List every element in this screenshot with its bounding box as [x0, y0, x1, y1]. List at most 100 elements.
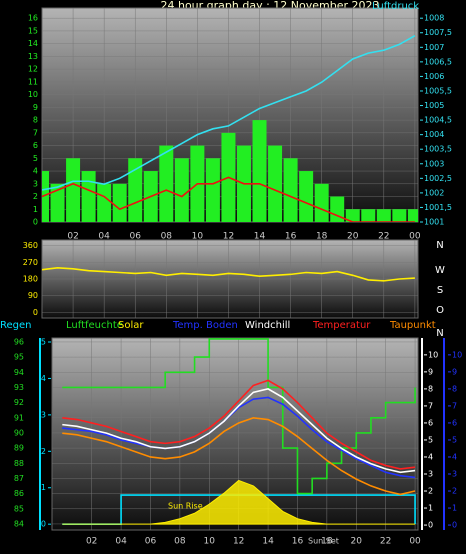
y-tick-label: 1001 — [424, 218, 444, 227]
plot-area — [62, 338, 416, 525]
y-tick-label: 8 — [452, 384, 457, 393]
y-tick-label: 88 — [14, 459, 24, 468]
x-tick-label: 18 — [321, 537, 333, 547]
bar — [345, 209, 360, 222]
bar — [407, 209, 418, 222]
y-tick-label: 5 — [33, 154, 38, 163]
y-tick-label: 16 — [28, 14, 38, 23]
y-tick-label: 1006 — [424, 72, 444, 81]
y-tick-label: 0 — [33, 308, 38, 317]
bar — [299, 171, 314, 222]
x-tick-label: 06 — [129, 232, 141, 242]
compass-label: O — [436, 305, 444, 316]
legend-entry: Luftfeuchte — [66, 320, 123, 331]
x-tick-label: 22 — [378, 232, 389, 242]
y-tick-label: 90 — [14, 428, 24, 437]
y-tick-label: 86 — [14, 489, 24, 498]
y-tick-label: 1 — [41, 483, 46, 492]
y-tick-label: 4 — [428, 452, 433, 461]
x-tick-label: 08 — [174, 537, 186, 547]
legend-entry: Solar — [118, 320, 144, 331]
bar — [205, 158, 220, 222]
x-tick-label: 02 — [67, 232, 78, 242]
y-tick-label: 15 — [28, 26, 38, 35]
x-tick-label: 04 — [115, 537, 127, 547]
x-tick-label: 00 — [409, 537, 421, 547]
y-tick-label: 5 — [452, 435, 457, 444]
x-tick-label: 16 — [285, 232, 297, 242]
line — [42, 267, 415, 282]
y-tick-label: 1004,5 — [424, 116, 452, 125]
y-tick-label: 1003,5 — [424, 145, 452, 154]
bar — [252, 120, 267, 222]
bar — [112, 183, 127, 222]
x-tick-label: 08 — [161, 232, 173, 242]
y-tick-label: 6 — [452, 418, 457, 427]
legend-entry: Luftdruck — [372, 1, 419, 12]
legend-entry: Regen — [0, 320, 32, 331]
x-tick-label: 04 — [98, 232, 110, 242]
x-tick-label: 06 — [145, 537, 157, 547]
y-tick-label: 87 — [14, 474, 24, 483]
y-tick-label: 96 — [14, 337, 24, 346]
bar — [128, 158, 143, 222]
y-tick-label: 0 — [428, 521, 433, 530]
y-tick-label: 1 — [428, 504, 433, 513]
y-tick-label: 3 — [41, 410, 46, 419]
y-tick-label: 1 — [452, 504, 457, 513]
x-tick-label: 02 — [86, 537, 97, 547]
line — [62, 388, 416, 474]
bar — [50, 183, 65, 222]
line — [62, 417, 416, 496]
x-tick-label: 20 — [347, 232, 359, 242]
y-tick-label: 6 — [33, 141, 38, 150]
bar — [159, 145, 174, 222]
y-tick-label: 10 — [452, 350, 462, 359]
y-tick-label: 9 — [33, 103, 38, 112]
line — [42, 176, 415, 222]
bar — [81, 171, 96, 222]
x-tick-label: 10 — [192, 232, 204, 242]
y-tick-label: 2 — [428, 487, 433, 496]
y-tick-label: 9 — [452, 367, 457, 376]
y-tick-label: 5 — [428, 435, 433, 444]
y-tick-label: 85 — [14, 504, 24, 513]
legend-entry: Windchill — [245, 320, 290, 331]
x-tick-label: 16 — [292, 537, 304, 547]
legend-entry: Temperatur — [312, 320, 371, 331]
plot-area — [42, 34, 418, 222]
line — [62, 396, 416, 479]
y-tick-label: 270 — [23, 258, 38, 267]
annotation: Sun Set — [308, 537, 339, 546]
y-tick-label: 1005,5 — [424, 86, 452, 95]
y-tick-label: 1 — [33, 205, 38, 214]
y-tick-label: 9 — [428, 367, 433, 376]
y-tick-label: 90 — [28, 291, 38, 300]
y-tick-label: 14 — [28, 39, 38, 48]
y-tick-label: 94 — [14, 368, 24, 377]
y-tick-label: 7 — [33, 128, 38, 137]
x-tick-label: 22 — [380, 537, 391, 547]
y-tick-label: 1005 — [424, 101, 444, 110]
y-tick-label: 3 — [428, 470, 433, 479]
bar — [361, 209, 376, 222]
y-tick-label: 2 — [33, 192, 38, 201]
y-tick-label: 1007 — [424, 43, 444, 52]
y-tick-label: 1003 — [424, 159, 444, 168]
legend-entry: Temp. Boden — [172, 320, 238, 331]
y-tick-label: 11 — [28, 77, 38, 86]
y-tick-label: 13 — [28, 52, 38, 61]
bar — [392, 209, 407, 222]
y-tick-label: 1006,5 — [424, 57, 452, 66]
y-tick-label: 95 — [14, 353, 24, 362]
bar — [42, 171, 49, 222]
y-tick-label: 92 — [14, 398, 24, 407]
x-tick-label: 14 — [254, 232, 266, 242]
plot-area — [42, 267, 415, 282]
area — [62, 479, 416, 525]
y-tick-label: 8 — [428, 384, 433, 393]
y-tick-label: 5 — [41, 338, 46, 347]
compass-label: N — [436, 240, 443, 251]
y-tick-label: 0 — [452, 521, 457, 530]
bar — [66, 158, 81, 222]
